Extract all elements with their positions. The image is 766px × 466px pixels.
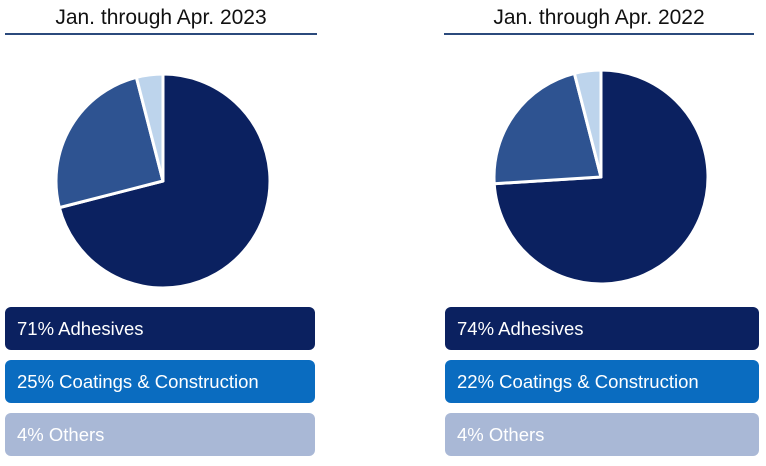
legend-item-others: 4% Others (5, 413, 315, 456)
pie-chart-2022 (492, 68, 710, 286)
pie-slice-coatings-construction (492, 71, 603, 186)
chart-panel-2022: Jan. through Apr. 2022 74% Adhesives 22%… (440, 0, 766, 466)
pie-slice-others (572, 68, 603, 179)
chart-panel-2023: Jan. through Apr. 2023 71% Adhesives 25%… (0, 0, 330, 466)
legend-item-adhesives: 71% Adhesives (5, 307, 315, 350)
title-divider (5, 33, 317, 35)
pie-chart-2023 (54, 72, 272, 290)
legend-item-coatings-construction: 25% Coatings & Construction (5, 360, 315, 403)
legend-item-others: 4% Others (445, 413, 759, 456)
chart-title: Jan. through Apr. 2023 (55, 6, 267, 29)
title-divider (444, 33, 754, 35)
chart-title: Jan. through Apr. 2022 (493, 6, 705, 29)
legend-item-adhesives: 74% Adhesives (445, 307, 759, 350)
pie-slice-others (134, 72, 165, 183)
pie-slice-adhesives (57, 72, 272, 290)
pie-slice-coatings-construction (54, 75, 165, 210)
legend-item-coatings-construction: 22% Coatings & Construction (445, 360, 759, 403)
